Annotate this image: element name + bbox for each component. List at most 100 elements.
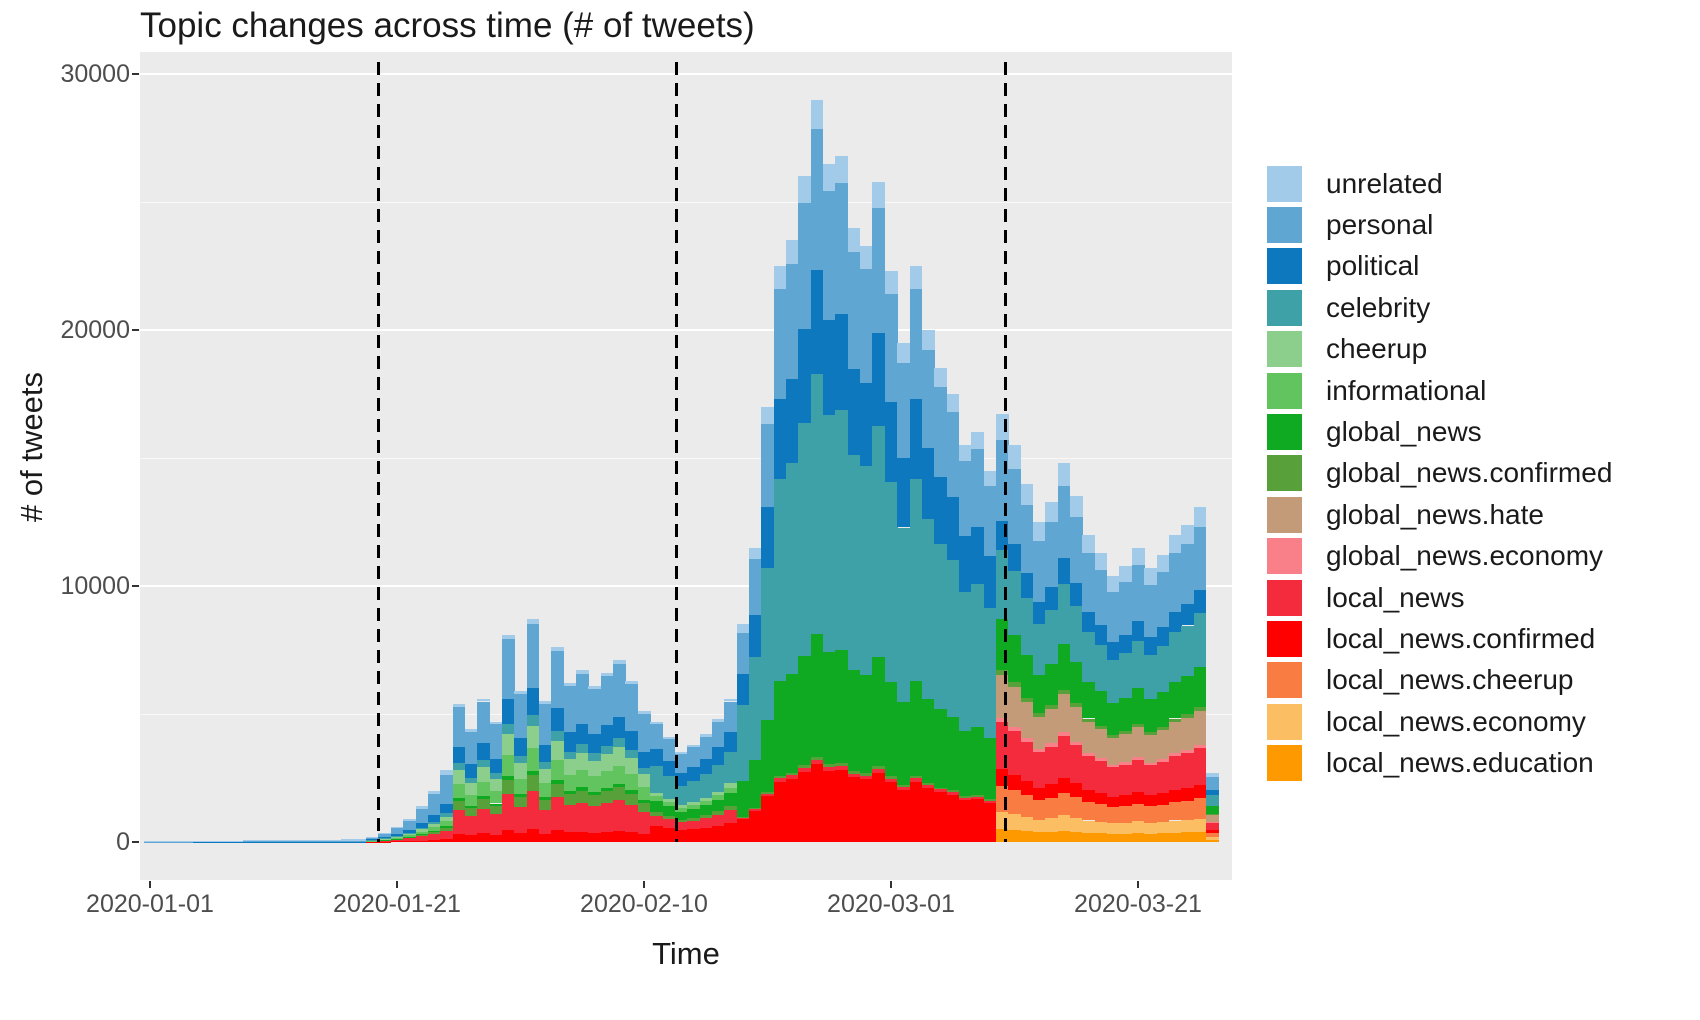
bar-segment: [1156, 726, 1170, 731]
bar-segment: [699, 736, 713, 760]
bar-segment: [539, 833, 552, 842]
bar-segment: [958, 730, 972, 797]
bar-segment: [427, 821, 441, 825]
bar-segment: [403, 836, 416, 838]
bar-segment: [143, 841, 157, 843]
bar-segment: [427, 839, 441, 842]
bar-segment: [168, 841, 182, 843]
bar-segment: [761, 793, 775, 797]
bar-segment: [1033, 522, 1046, 542]
bar-segment: [539, 761, 552, 769]
bar-segment: [625, 793, 639, 805]
bar-segment: [304, 841, 318, 842]
legend-swatch: [1267, 289, 1302, 326]
bar-segment: [860, 269, 873, 383]
bar-segment: [1193, 666, 1207, 708]
bar-segment: [699, 759, 713, 775]
bar-segment: [798, 772, 812, 842]
bar-segment: [872, 425, 886, 658]
bar-segment: [650, 766, 663, 793]
bar-segment: [316, 841, 330, 842]
bar-segment: [699, 774, 713, 798]
legend-swatch: [1267, 331, 1302, 368]
bar-segment: [847, 777, 861, 842]
bar-segment: [378, 838, 392, 839]
bar-segment: [637, 787, 651, 801]
bar-segment: [1033, 819, 1046, 833]
bar-segment: [662, 802, 676, 807]
bar-segment: [205, 841, 219, 842]
bar-segment: [748, 547, 762, 560]
bar-segment: [995, 718, 1009, 723]
bar-segment: [1020, 702, 1034, 739]
bar-segment: [872, 207, 886, 334]
bar-segment: [1094, 570, 1108, 626]
legend-label: local_news: [1326, 581, 1465, 613]
bar-segment: [588, 685, 602, 689]
bar-segment: [378, 837, 392, 839]
bar-segment: [748, 811, 762, 842]
bar-segment: [1045, 743, 1059, 747]
bar-segment: [810, 374, 824, 635]
bar-segment: [526, 828, 540, 842]
bar-segment: [353, 841, 367, 843]
legend-item: informational: [1267, 370, 1612, 411]
bar-segment: [390, 833, 404, 836]
bar-segment: [1181, 676, 1194, 715]
bar-segment: [341, 841, 355, 843]
bar-segment: [884, 778, 898, 783]
bar-segment: [860, 382, 873, 467]
bar-segment: [316, 841, 330, 843]
bar-segment: [662, 806, 676, 816]
bar-segment: [415, 808, 429, 823]
bar-segment: [415, 834, 429, 837]
bar-segment: [1156, 626, 1170, 647]
bar-segment: [637, 774, 651, 788]
bar-segment: [588, 792, 602, 796]
bar-segment: [1033, 832, 1046, 842]
bar-segment: [415, 831, 429, 835]
bar-segment: [835, 155, 849, 184]
bar-segment: [1193, 613, 1207, 667]
bar-segment: [736, 817, 750, 820]
legend-label: global_news.confirmed: [1326, 457, 1613, 489]
bar-segment: [736, 781, 750, 817]
bar-segment: [366, 840, 379, 842]
legend-item: personal: [1267, 204, 1612, 245]
bar-segment: [687, 744, 700, 747]
bar-segment: [724, 793, 737, 807]
bar-segment: [884, 271, 898, 294]
bar-segment: [674, 752, 688, 755]
bar-segment: [897, 342, 910, 363]
bar-segment: [539, 796, 552, 800]
bar-segment: [1193, 526, 1207, 591]
bar-segment: [835, 649, 849, 764]
bar-segment: [1205, 833, 1219, 838]
bar-segment: [748, 615, 762, 657]
bar-segment: [847, 771, 861, 774]
bar-segment: [1094, 729, 1108, 759]
bar-segment: [934, 387, 947, 478]
bar-segment: [773, 479, 787, 681]
bar-segment: [1070, 496, 1083, 518]
bar-segment: [1107, 796, 1120, 808]
bar-segment: [576, 769, 589, 788]
bar-segment: [1144, 806, 1157, 823]
bar-segment: [1156, 555, 1170, 573]
bar-segment: [613, 831, 626, 842]
bar-segment: [415, 829, 429, 832]
bar-segment: [205, 840, 219, 842]
bar-segment: [1045, 521, 1059, 587]
bar-segment: [1107, 807, 1120, 824]
bar-segment: [613, 787, 626, 801]
bar-segment: [217, 840, 231, 842]
bar-segment: [810, 129, 824, 271]
bar-segment: [1168, 802, 1182, 821]
bar-segment: [1119, 582, 1133, 635]
bar-segment: [1131, 641, 1145, 689]
bar-segment: [1057, 689, 1071, 695]
bar-segment: [1070, 606, 1083, 662]
bar-segment: [798, 765, 812, 769]
bar-segment: [823, 764, 836, 767]
bar-segment: [464, 835, 478, 842]
